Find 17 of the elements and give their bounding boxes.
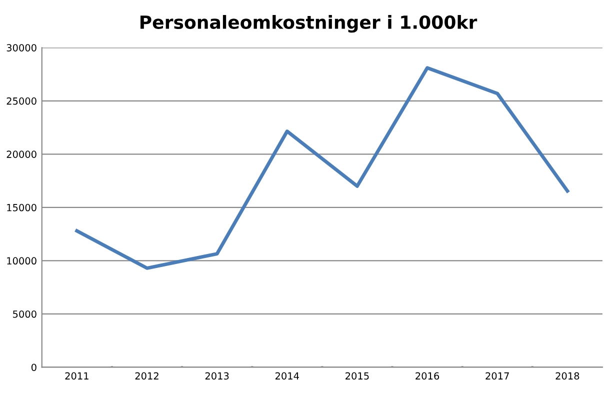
x-tick-label: 2013 bbox=[205, 372, 229, 380]
y-tick-label: 0 bbox=[31, 364, 36, 372]
x-tick-label: 2011 bbox=[65, 372, 88, 380]
y-tick-label: 15000 bbox=[7, 204, 36, 212]
y-tick-label: 20000 bbox=[6, 150, 36, 158]
y-tick-label: 10000 bbox=[7, 257, 36, 265]
x-tick-label: 2018 bbox=[556, 372, 580, 380]
x-tick-label: 2017 bbox=[486, 372, 509, 380]
x-tick-label: 2015 bbox=[346, 372, 369, 380]
line-series bbox=[75, 66, 570, 270]
y-tick-label: 30000 bbox=[6, 44, 36, 52]
y-tick-label: 25000 bbox=[6, 97, 36, 105]
x-tick-label: 2012 bbox=[135, 372, 158, 380]
x-tick-label: 2014 bbox=[275, 372, 299, 380]
x-tick-label: 2016 bbox=[416, 372, 440, 380]
chart-title: Personaleomkostninger i 1.000kr bbox=[140, 15, 478, 33]
y-tick-label: 5000 bbox=[13, 310, 36, 318]
